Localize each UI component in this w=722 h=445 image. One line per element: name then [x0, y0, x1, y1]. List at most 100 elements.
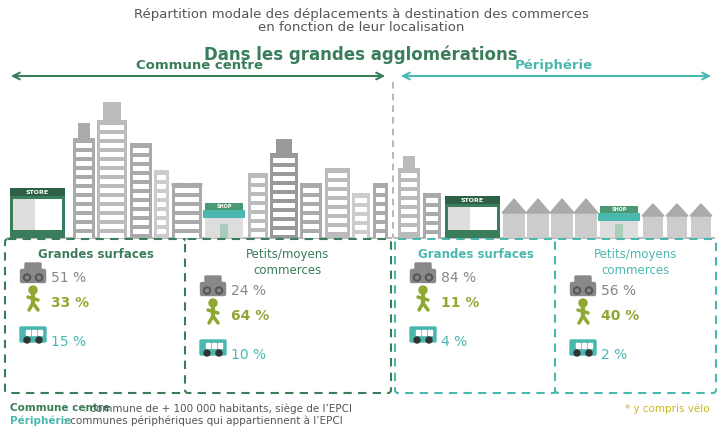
Bar [273, 158, 295, 163]
Bar [643, 216, 663, 238]
Bar [328, 218, 347, 223]
Bar [401, 227, 417, 232]
FancyBboxPatch shape [411, 270, 435, 283]
Bar [10, 188, 65, 196]
Bar [251, 223, 265, 228]
Bar [32, 330, 36, 335]
Bar [157, 220, 166, 225]
Bar [403, 156, 415, 168]
Bar [355, 198, 367, 203]
Bar [100, 224, 124, 229]
Bar [175, 197, 199, 202]
Bar [401, 182, 417, 187]
Bar [175, 215, 199, 220]
Bar [26, 330, 30, 335]
Text: 51 %: 51 % [51, 271, 86, 285]
Bar [251, 196, 265, 201]
Bar [416, 330, 420, 335]
Bar [100, 197, 124, 202]
Bar [133, 148, 149, 153]
Text: Répartition modale des déplacements à destination des commerces: Répartition modale des déplacements à de… [134, 8, 588, 21]
Bar [303, 224, 319, 229]
Circle shape [414, 274, 420, 281]
Bar [328, 191, 347, 196]
Polygon shape [550, 199, 574, 213]
Circle shape [35, 274, 43, 281]
Bar [157, 229, 166, 234]
Bar [376, 224, 385, 229]
Bar [691, 216, 711, 238]
Bar [401, 173, 417, 178]
Bar [355, 234, 367, 239]
Bar [423, 193, 441, 238]
Bar [251, 205, 265, 210]
Text: 4 %: 4 % [441, 335, 467, 349]
Bar [251, 232, 265, 237]
FancyBboxPatch shape [20, 270, 45, 283]
Bar [276, 139, 292, 153]
Text: STORE: STORE [461, 198, 484, 202]
Bar [248, 173, 268, 238]
Bar [251, 178, 265, 183]
Text: : commune de + 100 000 habitants, siège de l’EPCI: : commune de + 100 000 habitants, siège … [80, 403, 352, 413]
Bar [76, 170, 92, 175]
Bar [303, 197, 319, 202]
Bar [503, 213, 525, 238]
Bar [273, 185, 295, 190]
Circle shape [426, 337, 432, 343]
Bar [303, 233, 319, 238]
Bar [251, 214, 265, 219]
Bar [76, 233, 92, 238]
FancyBboxPatch shape [555, 239, 716, 393]
Bar [355, 225, 367, 230]
Text: 15 %: 15 % [51, 335, 86, 349]
Bar [133, 157, 149, 162]
Text: STORE: STORE [26, 190, 49, 194]
Bar [100, 215, 124, 220]
Text: 56 %: 56 % [601, 284, 636, 298]
Bar [133, 184, 149, 189]
Bar [445, 196, 500, 238]
Bar [426, 225, 438, 230]
Bar [428, 330, 432, 335]
Bar [582, 343, 586, 348]
Bar [212, 343, 216, 348]
Bar [273, 167, 295, 172]
Circle shape [216, 350, 222, 356]
Bar [133, 202, 149, 207]
Circle shape [24, 337, 30, 343]
Circle shape [25, 276, 28, 279]
Polygon shape [642, 204, 664, 216]
Bar [133, 229, 149, 234]
Bar [325, 168, 350, 238]
Bar [100, 161, 124, 166]
Bar [251, 187, 265, 192]
Bar [273, 194, 295, 199]
Bar [273, 230, 295, 235]
Bar [426, 198, 438, 203]
Bar [133, 193, 149, 198]
Polygon shape [574, 199, 598, 213]
Bar [100, 188, 124, 193]
Text: 2 %: 2 % [601, 348, 627, 362]
Circle shape [574, 350, 580, 356]
FancyBboxPatch shape [575, 276, 591, 286]
FancyBboxPatch shape [185, 239, 391, 393]
Bar [175, 206, 199, 211]
Bar [303, 215, 319, 220]
Polygon shape [690, 204, 712, 216]
Circle shape [573, 287, 580, 294]
Bar [273, 221, 295, 226]
Bar [218, 343, 222, 348]
Circle shape [24, 274, 30, 281]
Bar [527, 213, 549, 238]
Circle shape [425, 274, 432, 281]
Bar [300, 183, 322, 238]
Bar [328, 209, 347, 214]
Bar [100, 152, 124, 157]
Circle shape [29, 286, 37, 294]
FancyBboxPatch shape [5, 239, 186, 393]
Bar [100, 134, 124, 139]
Bar [401, 191, 417, 196]
Text: 11 %: 11 % [441, 296, 479, 310]
